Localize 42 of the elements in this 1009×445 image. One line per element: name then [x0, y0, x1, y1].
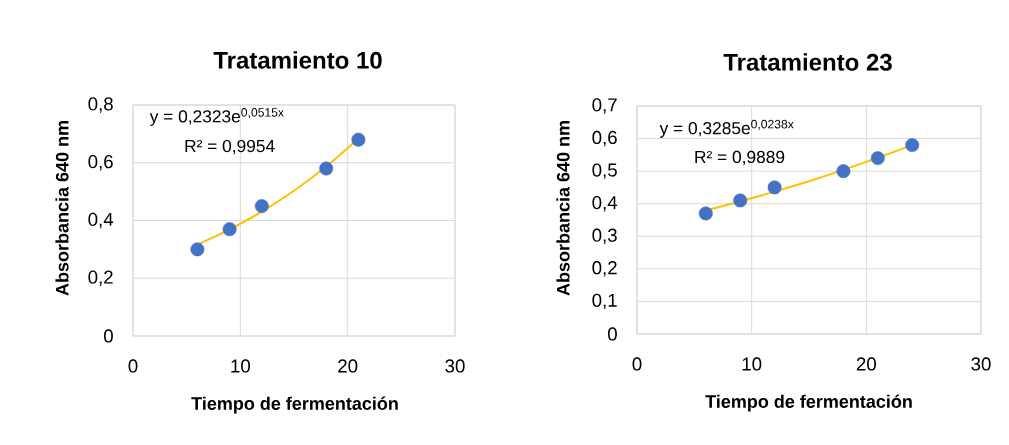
y-tick-label: 0,7: [592, 98, 617, 114]
y-tick-label: 0: [103, 329, 113, 343]
point: [222, 222, 237, 237]
point: [733, 193, 748, 208]
point: [254, 199, 269, 213]
y-axis-title: Absorbancia 640 nm: [556, 121, 570, 296]
x-tick-label: 30: [971, 357, 991, 371]
x-tick-label: 20: [338, 359, 358, 373]
x-tick-label: 10: [742, 357, 762, 371]
annotation: R² = 0,9954: [185, 139, 275, 155]
y-tick-label: 0,8: [88, 97, 113, 113]
chart-title: Tratamiento 10: [213, 51, 382, 69]
annotation: y = 0,2323e$^{0,0515x}$: [149, 108, 284, 126]
annotation: R² = 0,9889: [695, 150, 785, 166]
point: [836, 164, 851, 179]
y-axis-title: Absorbancia 640 nm: [55, 121, 69, 296]
y-tick-label: 0,3: [592, 228, 617, 244]
y-tick-label: 0,2: [592, 261, 617, 277]
y-tick-label: 0,2: [88, 270, 113, 286]
x-tick-label: 0: [632, 357, 642, 371]
x-tick-label: 20: [856, 357, 876, 371]
y-tick-label: 0,5: [592, 163, 617, 179]
x-axis-title: Tiempo de fermentación: [705, 394, 912, 412]
x-axis-title: Tiempo de fermentación: [191, 396, 398, 414]
y-tick-label: 0,4: [88, 212, 114, 229]
y-tick-label: 0,6: [88, 155, 113, 171]
point: [190, 242, 205, 257]
annotation: y = 0,3285e$^{0,0238x}$: [659, 119, 794, 138]
point: [698, 206, 713, 221]
point: [905, 138, 920, 153]
x-tick-label: 10: [231, 359, 250, 373]
y-tick-label: 0,6: [592, 130, 617, 147]
y-tick-label: 0: [607, 327, 617, 341]
chart-title: Tratamiento 23: [723, 53, 892, 71]
x-tick-label: 0: [128, 359, 138, 373]
y-tick-label: 0,1: [592, 293, 617, 310]
point: [319, 161, 334, 176]
point: [767, 180, 782, 195]
point: [870, 151, 885, 166]
point: [351, 132, 366, 147]
x-tick-label: 30: [445, 359, 465, 373]
y-tick-label: 0,4: [592, 195, 618, 212]
